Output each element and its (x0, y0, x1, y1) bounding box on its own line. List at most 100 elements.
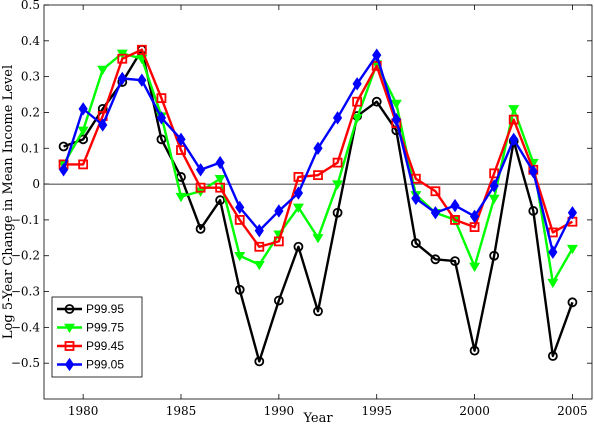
data-point (313, 141, 323, 155)
legend-marker (64, 323, 75, 334)
data-point (567, 206, 578, 220)
legend-item: P99.45 (57, 339, 124, 353)
x-tick-label: 2000 (459, 404, 490, 418)
data-point (332, 157, 343, 168)
data-point (352, 96, 363, 107)
data-point (78, 102, 88, 116)
data-point (195, 223, 206, 234)
data-point (430, 254, 441, 265)
legend-item: P99.05 (57, 358, 124, 372)
data-point (98, 118, 108, 132)
data-point (371, 96, 382, 107)
data-point (293, 172, 304, 182)
data-point (489, 179, 499, 193)
data-point (293, 241, 304, 252)
y-tick-label: 0.1 (21, 141, 40, 155)
legend: P99.95 P99.75 P99.45 P99.05 (51, 296, 143, 378)
data-point (469, 262, 481, 273)
data-point (78, 159, 89, 170)
data-point (117, 53, 128, 64)
data-point (58, 163, 69, 177)
data-point (215, 195, 226, 206)
data-point (508, 105, 520, 115)
data-point (136, 44, 147, 55)
axes-frame (43, 4, 593, 400)
data-point (547, 278, 559, 289)
y-tick-label: −0.3 (11, 285, 40, 299)
data-point (214, 175, 226, 185)
data-point (352, 77, 362, 91)
data-point (117, 71, 127, 86)
data-point (508, 114, 519, 125)
series-P99.05 (58, 48, 578, 259)
y-tick-label: 0 (32, 177, 40, 191)
data-point (410, 238, 421, 249)
data-point (77, 126, 89, 136)
data-point (312, 234, 324, 244)
data-point (274, 204, 284, 218)
data-point (372, 48, 382, 62)
data-point (273, 236, 284, 247)
data-point (234, 215, 245, 225)
y-tick-label: 0.3 (21, 70, 40, 84)
data-point (332, 111, 343, 125)
y-tick-label: 0.5 (21, 0, 40, 12)
series-layer (58, 44, 578, 367)
data-point (430, 186, 441, 197)
data-point (253, 260, 265, 271)
x-tick-label: 1995 (361, 404, 392, 418)
data-point (566, 244, 578, 255)
data-point (215, 155, 225, 170)
data-point (292, 203, 304, 213)
legend-item: P99.95 (57, 302, 124, 316)
data-point (234, 252, 246, 262)
data-point (156, 111, 167, 125)
data-point (450, 198, 460, 213)
x-axis-label: Year (302, 411, 333, 426)
data-point (489, 250, 500, 261)
legend-label: P99.95 (86, 302, 124, 316)
data-point (97, 65, 109, 76)
data-point (313, 306, 323, 317)
data-point (469, 345, 480, 356)
legend-label: P99.05 (86, 358, 124, 372)
legend-label: P99.75 (86, 321, 124, 335)
data-point (254, 241, 265, 252)
data-point (137, 73, 147, 87)
data-point (332, 207, 343, 218)
series-line-P99.45 (63, 48, 574, 248)
y-tick-label: −0.1 (11, 213, 40, 227)
y-tick-label: −0.4 (11, 320, 41, 334)
data-point (509, 132, 519, 146)
data-point (176, 145, 186, 155)
data-point (469, 209, 480, 224)
x-tick-label: 1990 (264, 404, 295, 418)
data-point (254, 356, 265, 367)
axis-layer: −0.5 −0.4 −0.3 −0.2 −0.1 0 0.1 0.2 0.3 0.4 0.5 1980… (11, 0, 593, 418)
x-tick-label: 1985 (166, 404, 197, 418)
legend-item: P99.75 (57, 321, 124, 335)
data-point (175, 192, 187, 203)
data-point (528, 206, 539, 216)
data-point (313, 170, 323, 181)
data-point (293, 186, 304, 200)
data-point (450, 256, 460, 267)
data-point (547, 351, 558, 361)
data-point (450, 215, 460, 225)
legend-marker (64, 357, 75, 372)
data-point (548, 245, 558, 259)
data-point (234, 284, 245, 295)
data-point (430, 206, 441, 220)
data-point (254, 223, 264, 238)
data-point (332, 180, 344, 190)
data-point (176, 132, 186, 146)
data-point (391, 112, 401, 127)
data-point (528, 164, 538, 179)
y-tick-label: 0.2 (21, 105, 40, 119)
data-point (469, 222, 480, 232)
y-axis-label: Log 5-Year Change in Mean Income Level (1, 65, 16, 339)
x-tick-label: 2005 (557, 404, 588, 418)
legend-marker (64, 341, 75, 351)
